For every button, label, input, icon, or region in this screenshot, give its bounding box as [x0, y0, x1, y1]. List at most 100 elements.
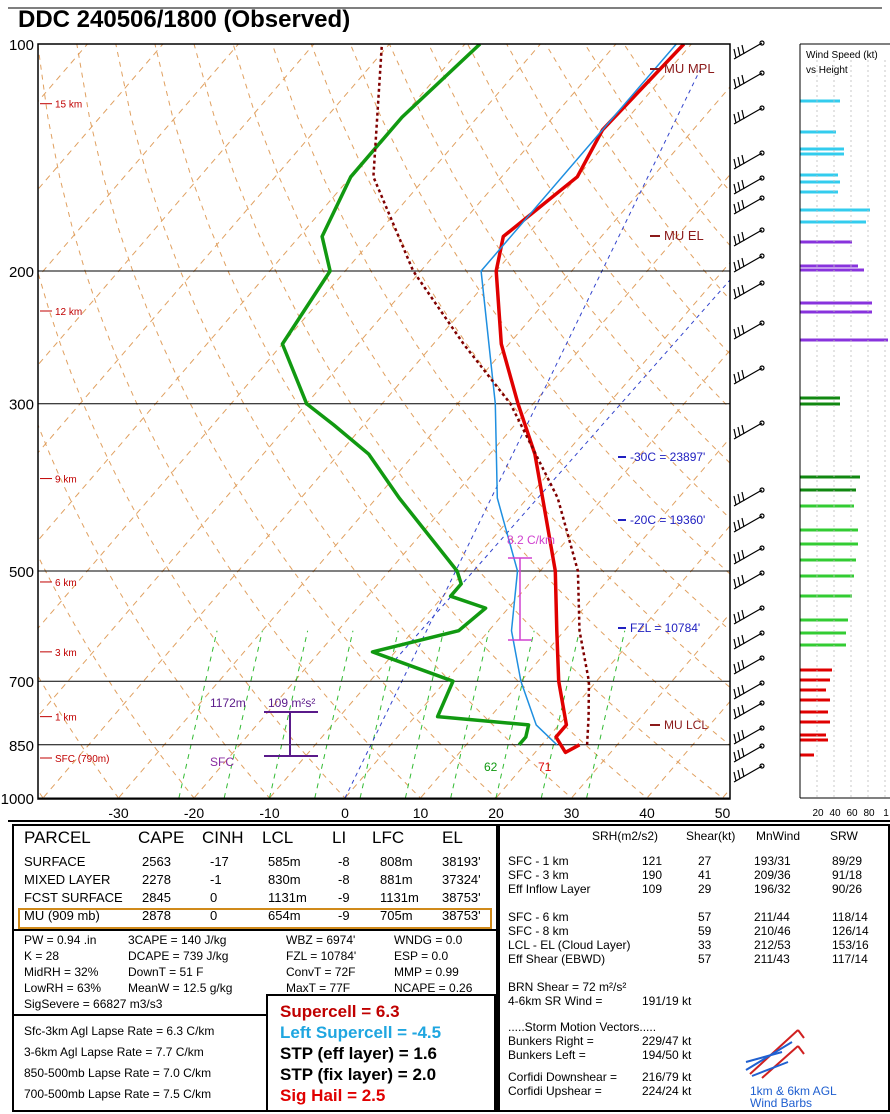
kinematics-cell: 211/44	[754, 910, 790, 924]
kinematics-cell: 121	[642, 854, 662, 868]
kinematics-cell: 118/14	[832, 910, 868, 924]
lapse-rate: 700-500mb Lapse Rate = 7.5 C/km	[24, 1087, 211, 1101]
kinematics-cell: 211/43	[754, 952, 790, 966]
parcel-cell: 37324'	[442, 872, 481, 887]
annotation-lapse: 8.2 C/km	[507, 533, 555, 547]
height-label: SFC (790m)	[55, 754, 109, 765]
chart-title: DDC 240506/1800 (Observed)	[18, 6, 350, 34]
index-value: MidRH = 32%	[24, 965, 98, 979]
index-value: ESP = 0.0	[394, 949, 448, 963]
pressure-tick-label: 300	[9, 397, 34, 414]
index-value: NCAPE = 0.26	[394, 981, 472, 995]
wind-axis-label: 1	[883, 808, 889, 819]
index-value: WBZ = 6974'	[286, 933, 355, 947]
parcel-cell: 0	[210, 890, 217, 905]
parcel-cell: 808m	[380, 854, 413, 869]
kinematics-cell: LCL - EL (Cloud Layer)	[508, 938, 631, 952]
parcel-cell: -17	[210, 854, 229, 869]
kinematics-cell: 193/31	[754, 854, 791, 868]
index-value: ConvT = 72F	[286, 965, 355, 979]
temp-tick-label: 0	[341, 805, 349, 821]
parcel-divider	[14, 929, 496, 931]
kinematics-cell: 117/14	[832, 952, 868, 966]
sr-wind-label: 4-6km SR Wind =	[508, 994, 602, 1008]
kinematics-cell: SFC - 6 km	[508, 910, 569, 924]
parcel-header-6: EL	[442, 828, 463, 848]
kinematics-cell: 27	[698, 854, 711, 868]
composite-box: Supercell = 6.3 Left Supercell = -4.5 ST…	[266, 994, 496, 1112]
parcel-cell: -8	[338, 854, 350, 869]
kinematics-header-2: MnWind	[756, 829, 800, 843]
lapse-rate: 850-500mb Lapse Rate = 7.0 C/km	[24, 1066, 211, 1080]
pressure-tick-label: 850	[9, 738, 34, 755]
kinematics-cell: 41	[698, 868, 711, 882]
storm-motion-title: .....Storm Motion Vectors.....	[508, 1020, 656, 1034]
height-label: 15 km	[55, 100, 82, 111]
index-value: FZL = 10784'	[286, 949, 356, 963]
parcel-cell: MIXED LAYER	[24, 872, 110, 887]
storm-label: Bunkers Left =	[508, 1048, 586, 1062]
pressure-tick-label: 500	[9, 564, 34, 581]
wind-axis-label: 80	[863, 808, 875, 819]
kinematics-cell: 210/46	[754, 924, 791, 938]
index-value: DCAPE = 739 J/kg	[128, 949, 228, 963]
kinematics-cell: 57	[698, 910, 711, 924]
kinematics-cell: 126/14	[832, 924, 869, 938]
parcel-cell: -9	[338, 890, 350, 905]
index-value: 3CAPE = 140 J/kg	[128, 933, 226, 947]
annotation-inflow_top: 1172m	[210, 696, 246, 710]
index-value: WNDG = 0.0	[394, 933, 462, 947]
parcel-cell: 2563	[142, 854, 171, 869]
parcel-cell: 38753'	[442, 890, 481, 905]
kinematics-cell: Eff Inflow Layer	[508, 882, 591, 896]
annotation-fzl: FZL = 10784'	[630, 621, 700, 635]
lapse-rate: 3-6km Agl Lapse Rate = 7.7 C/km	[24, 1045, 204, 1059]
index-value: PW = 0.94 .in	[24, 933, 96, 947]
wind-title-1: Wind Speed (kt)	[806, 50, 878, 61]
parcel-header-2: CINH	[202, 828, 244, 848]
parcel-cell: 1131m	[380, 890, 419, 905]
kinematics-header-0: SRH(m2/s2)	[592, 829, 658, 843]
annotation-sfc_td: 62	[484, 760, 498, 774]
height-label: 9 km	[55, 475, 77, 486]
parcel-cell: 2278	[142, 872, 171, 887]
pressure-tick-label: 1000	[1, 791, 34, 808]
parcel-cell: -8	[338, 872, 350, 887]
kinematics-cell: 153/16	[832, 938, 869, 952]
left-supercell-value: Left Supercell = -4.5	[280, 1023, 441, 1043]
parcel-cell: 881m	[380, 872, 413, 887]
stp-fix-value: STP (fix layer) = 2.0	[280, 1065, 436, 1085]
lapse-rate: Sfc-3km Agl Lapse Rate = 6.3 C/km	[24, 1024, 214, 1038]
storm-value: 194/50 kt	[642, 1048, 691, 1062]
kinematics-cell: 33	[698, 938, 711, 952]
pressure-tick-label: 100	[9, 37, 34, 54]
annotation-m20c: -20C = 19360'	[630, 513, 705, 527]
temp-tick-label: -30	[108, 805, 128, 821]
kinematics-cell: 109	[642, 882, 662, 896]
brn-shear: BRN Shear = 72 m²/s²	[508, 980, 626, 994]
index-value: DownT = 51 F	[128, 965, 203, 979]
height-label: 12 km	[55, 307, 82, 318]
pressure-tick-label: 700	[9, 674, 34, 691]
parcel-header-3: LCL	[262, 828, 293, 848]
kinematics-header-3: SRW	[830, 829, 858, 843]
parcel-header-1: CAPE	[138, 828, 184, 848]
index-value: MeanW = 12.5 g/kg	[128, 981, 232, 995]
kinematics-cell: 90/26	[832, 882, 862, 896]
parcel-cell: 585m	[268, 854, 301, 869]
parcel-cell: SURFACE	[24, 854, 85, 869]
kinematics-cell: Eff Shear (EBWD)	[508, 952, 605, 966]
mu-highlight	[18, 908, 492, 929]
wind-axis-label: 40	[829, 808, 841, 819]
parcel-header-0: PARCEL	[24, 828, 91, 848]
index-value: MaxT = 77F	[286, 981, 350, 995]
supercell-value: Supercell = 6.3	[280, 1002, 400, 1022]
storm-value: 229/47 kt	[642, 1034, 691, 1048]
lapse-divider	[14, 1014, 266, 1016]
height-label: 3 km	[55, 648, 77, 659]
kinematics-cell: 59	[698, 924, 711, 938]
